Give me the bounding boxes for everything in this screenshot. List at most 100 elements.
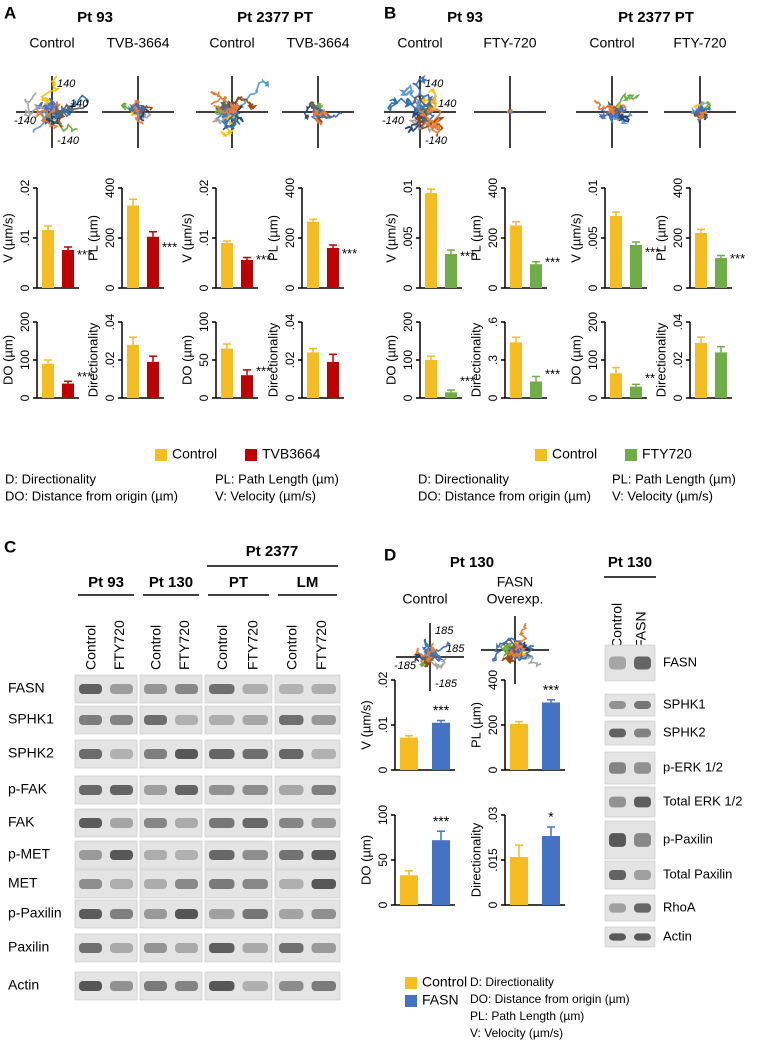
- legend-swatch: [625, 449, 637, 461]
- legend-label: Control: [422, 974, 467, 990]
- legend-label: FTY720: [642, 446, 692, 462]
- condition-label: TVB-3664: [286, 35, 349, 51]
- trajectory: [315, 102, 324, 113]
- y-tick-label: 0: [586, 394, 600, 401]
- trajectory: [222, 108, 241, 130]
- blot-band: [79, 817, 102, 829]
- condition-label: Control: [397, 35, 442, 51]
- blot-band: [609, 728, 626, 738]
- blot-band: [311, 908, 336, 920]
- condition-label: Control: [589, 35, 634, 51]
- y-tick-label: .04: [283, 313, 297, 330]
- patient-header: Pt 130: [450, 554, 494, 571]
- y-axis-label: PL (µm): [468, 702, 483, 748]
- group-label: Pt 93: [88, 574, 124, 591]
- y-axis-label: DO (µm): [383, 335, 398, 385]
- y-tick-label: .04: [103, 313, 117, 330]
- blot-band: [311, 714, 336, 726]
- blot-band: [110, 878, 133, 890]
- y-tick-label: .005: [401, 226, 415, 250]
- y-axis-label: Directionality: [653, 322, 668, 397]
- definition: D: Directionality: [470, 975, 554, 989]
- bar: [695, 342, 707, 398]
- blot-band: [311, 942, 336, 954]
- trajectory: [508, 109, 513, 114]
- y-tick-label: .01: [376, 716, 390, 733]
- patient-header: Pt 93: [77, 9, 113, 26]
- trajectory: [40, 75, 60, 113]
- blot-band: [279, 908, 304, 920]
- blot-band: [144, 942, 167, 954]
- significance: ***: [77, 369, 92, 384]
- y-tick-label: 50: [376, 853, 390, 867]
- y-tick-label: 200: [671, 228, 685, 248]
- blot-band: [609, 903, 626, 913]
- bar: [630, 386, 642, 398]
- significance: ***: [433, 813, 450, 829]
- protein-label: p-Paxilin: [8, 905, 62, 921]
- trajectory: [694, 104, 704, 113]
- group-label: LM: [297, 574, 319, 591]
- panel-label: A: [4, 3, 16, 22]
- bar: [715, 258, 727, 288]
- significance: *: [548, 809, 554, 825]
- protein-label: FAK: [8, 814, 35, 830]
- protein-label: SPHK1: [663, 696, 706, 711]
- protein-label: Total ERK 1/2: [663, 793, 743, 808]
- bar: [425, 193, 437, 288]
- panel-label: D: [384, 545, 396, 564]
- blot-band: [242, 942, 268, 954]
- y-tick-label: 0: [401, 394, 415, 401]
- y-tick-label: 200: [103, 228, 117, 248]
- range-label: -185: [435, 678, 458, 690]
- trajectory: [609, 105, 627, 121]
- bar: [400, 875, 418, 905]
- bar: [510, 225, 522, 288]
- bar: [147, 361, 159, 398]
- bar: [221, 243, 233, 288]
- y-tick-label: 0: [197, 284, 211, 291]
- y-tick-label: 200: [401, 312, 415, 332]
- blot-band: [634, 869, 651, 881]
- legend-label: TVB3664: [262, 446, 321, 462]
- lane-label: FASN: [633, 611, 649, 648]
- lane-label: Control: [609, 603, 625, 648]
- definition: PL: Path Length (µm): [470, 1009, 584, 1023]
- trajectory: [419, 87, 437, 113]
- blot-band: [110, 748, 133, 760]
- y-tick-label: 0: [401, 284, 415, 291]
- bar: [425, 360, 437, 398]
- blot-band: [209, 817, 235, 829]
- protein-label: Actin: [8, 977, 39, 993]
- blot-band: [175, 748, 198, 760]
- blot-band: [144, 908, 167, 920]
- blot-band: [209, 748, 235, 760]
- condition-label: FASN: [497, 574, 534, 590]
- trajectory: [213, 102, 240, 117]
- significance: ***: [543, 682, 560, 698]
- blot-band: [279, 784, 304, 796]
- blot-band: [209, 942, 235, 954]
- y-tick-label: 0: [376, 901, 390, 908]
- significance: **: [645, 371, 655, 386]
- protein-label: SPHK2: [8, 745, 54, 761]
- blot-band: [79, 942, 102, 954]
- trajectory: [313, 108, 328, 117]
- y-tick-label: 0: [18, 394, 32, 401]
- bar: [630, 245, 642, 288]
- bar: [307, 352, 319, 398]
- blot-band: [110, 908, 133, 920]
- significance: ***: [342, 246, 357, 261]
- y-tick-label: .01: [401, 179, 415, 196]
- blot-band: [311, 849, 336, 861]
- legend-label: FASN: [422, 992, 459, 1008]
- significance: ***: [256, 252, 271, 267]
- significance: ***: [77, 247, 92, 262]
- blot-band: [175, 878, 198, 890]
- range-label: -140: [57, 135, 80, 147]
- y-tick-label: .02: [671, 351, 685, 368]
- panel-label: B: [384, 3, 396, 22]
- blot-band: [634, 796, 651, 808]
- bar: [510, 723, 528, 770]
- bar: [327, 248, 339, 288]
